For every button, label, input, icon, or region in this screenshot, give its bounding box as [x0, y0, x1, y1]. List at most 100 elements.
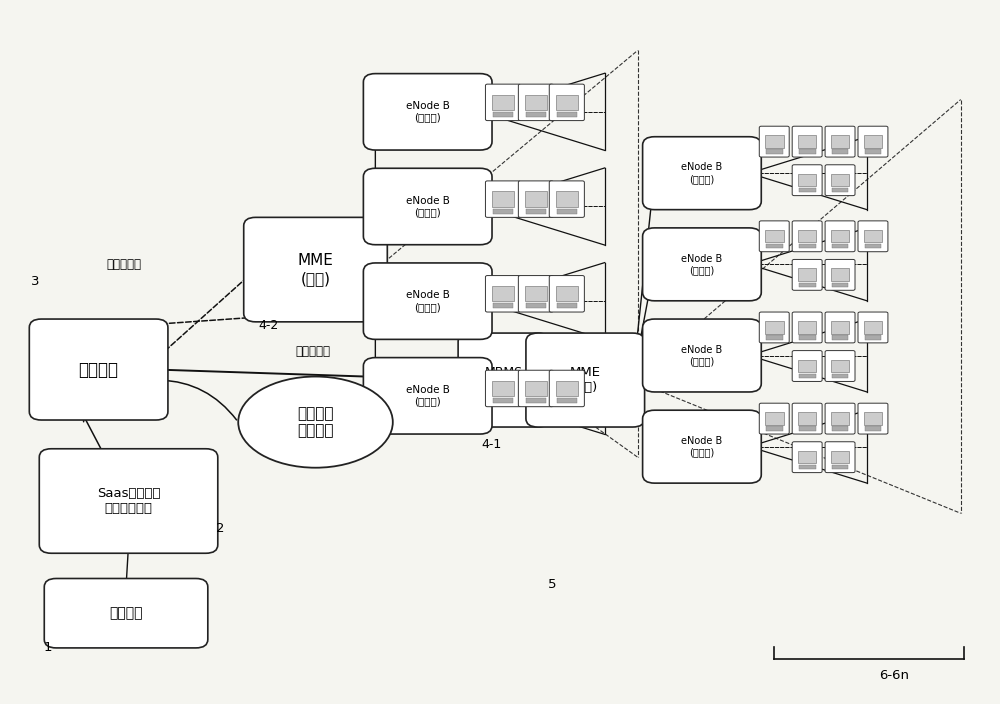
Bar — [492, 191, 514, 206]
FancyBboxPatch shape — [44, 579, 208, 648]
Bar — [798, 174, 816, 187]
Bar — [865, 149, 881, 153]
Bar — [493, 303, 513, 308]
Bar — [799, 244, 816, 249]
Text: MBMS
GW: MBMS GW — [485, 366, 523, 394]
Bar — [864, 321, 882, 334]
Bar — [525, 286, 547, 301]
FancyBboxPatch shape — [458, 333, 550, 427]
Text: 传送到核心: 传送到核心 — [106, 258, 141, 271]
Bar — [766, 244, 783, 249]
FancyBboxPatch shape — [825, 221, 855, 252]
Text: 传送到核心: 传送到核心 — [296, 346, 331, 358]
Bar — [798, 135, 816, 148]
Text: eNode B
(发射塔): eNode B (发射塔) — [406, 196, 450, 218]
Bar — [493, 112, 513, 117]
FancyBboxPatch shape — [518, 370, 553, 407]
Bar — [831, 360, 849, 372]
FancyBboxPatch shape — [485, 84, 521, 120]
Bar — [832, 374, 848, 378]
Bar — [556, 94, 578, 110]
Text: 4-2: 4-2 — [259, 319, 279, 332]
Bar — [832, 283, 848, 287]
FancyBboxPatch shape — [643, 319, 761, 392]
Bar — [765, 230, 784, 242]
FancyBboxPatch shape — [825, 403, 855, 434]
Text: eNode B
(发射塔): eNode B (发射塔) — [681, 253, 723, 275]
Bar — [798, 230, 816, 242]
Bar — [766, 427, 783, 431]
FancyBboxPatch shape — [759, 221, 789, 252]
Bar — [766, 335, 783, 339]
FancyBboxPatch shape — [825, 165, 855, 196]
Text: 不同的区
域化内容: 不同的区 域化内容 — [297, 406, 334, 439]
Text: 1: 1 — [43, 641, 52, 655]
FancyBboxPatch shape — [792, 221, 822, 252]
Bar — [493, 208, 513, 213]
Bar — [864, 412, 882, 425]
FancyBboxPatch shape — [792, 441, 822, 472]
FancyBboxPatch shape — [858, 403, 888, 434]
Bar — [798, 451, 816, 463]
Bar — [526, 208, 546, 213]
FancyBboxPatch shape — [363, 168, 492, 245]
Bar — [557, 398, 577, 403]
FancyBboxPatch shape — [643, 228, 761, 301]
Bar — [765, 412, 784, 425]
Bar — [798, 268, 816, 281]
Bar — [799, 335, 816, 339]
Bar — [765, 321, 784, 334]
Bar — [832, 465, 848, 470]
FancyBboxPatch shape — [549, 84, 584, 120]
FancyBboxPatch shape — [759, 126, 789, 157]
FancyBboxPatch shape — [363, 263, 492, 339]
Text: 5: 5 — [548, 578, 556, 591]
Bar — [831, 451, 849, 463]
Text: eNode B
(发射塔): eNode B (发射塔) — [406, 290, 450, 312]
FancyBboxPatch shape — [792, 351, 822, 382]
Bar — [526, 398, 546, 403]
Bar — [799, 374, 816, 378]
Bar — [799, 465, 816, 470]
Bar — [526, 112, 546, 117]
FancyBboxPatch shape — [363, 358, 492, 434]
Bar — [832, 244, 848, 249]
Text: 4-1: 4-1 — [481, 438, 501, 451]
Bar — [556, 286, 578, 301]
Bar — [557, 303, 577, 308]
FancyBboxPatch shape — [643, 410, 761, 483]
FancyBboxPatch shape — [858, 221, 888, 252]
FancyBboxPatch shape — [244, 218, 387, 322]
Bar — [525, 191, 547, 206]
FancyBboxPatch shape — [518, 275, 553, 312]
Text: 源服务器: 源服务器 — [109, 606, 143, 620]
FancyBboxPatch shape — [858, 312, 888, 343]
Bar — [799, 149, 816, 153]
Bar — [525, 94, 547, 110]
Bar — [492, 94, 514, 110]
Bar — [493, 398, 513, 403]
FancyBboxPatch shape — [759, 312, 789, 343]
Text: 6-6n: 6-6n — [879, 670, 909, 682]
Bar — [798, 412, 816, 425]
Bar — [832, 188, 848, 192]
Text: eNode B
(发射塔): eNode B (发射塔) — [406, 101, 450, 122]
FancyBboxPatch shape — [825, 312, 855, 343]
FancyBboxPatch shape — [858, 126, 888, 157]
FancyBboxPatch shape — [485, 181, 521, 218]
FancyBboxPatch shape — [825, 126, 855, 157]
FancyBboxPatch shape — [792, 260, 822, 290]
Bar — [831, 135, 849, 148]
Bar — [492, 381, 514, 396]
FancyBboxPatch shape — [759, 403, 789, 434]
Bar — [832, 427, 848, 431]
FancyBboxPatch shape — [485, 370, 521, 407]
Text: MME
(核心): MME (核心) — [298, 253, 333, 286]
Bar — [831, 174, 849, 187]
Bar — [831, 412, 849, 425]
Bar — [832, 335, 848, 339]
FancyBboxPatch shape — [825, 351, 855, 382]
Bar — [864, 135, 882, 148]
Bar — [865, 244, 881, 249]
Bar — [831, 268, 849, 281]
